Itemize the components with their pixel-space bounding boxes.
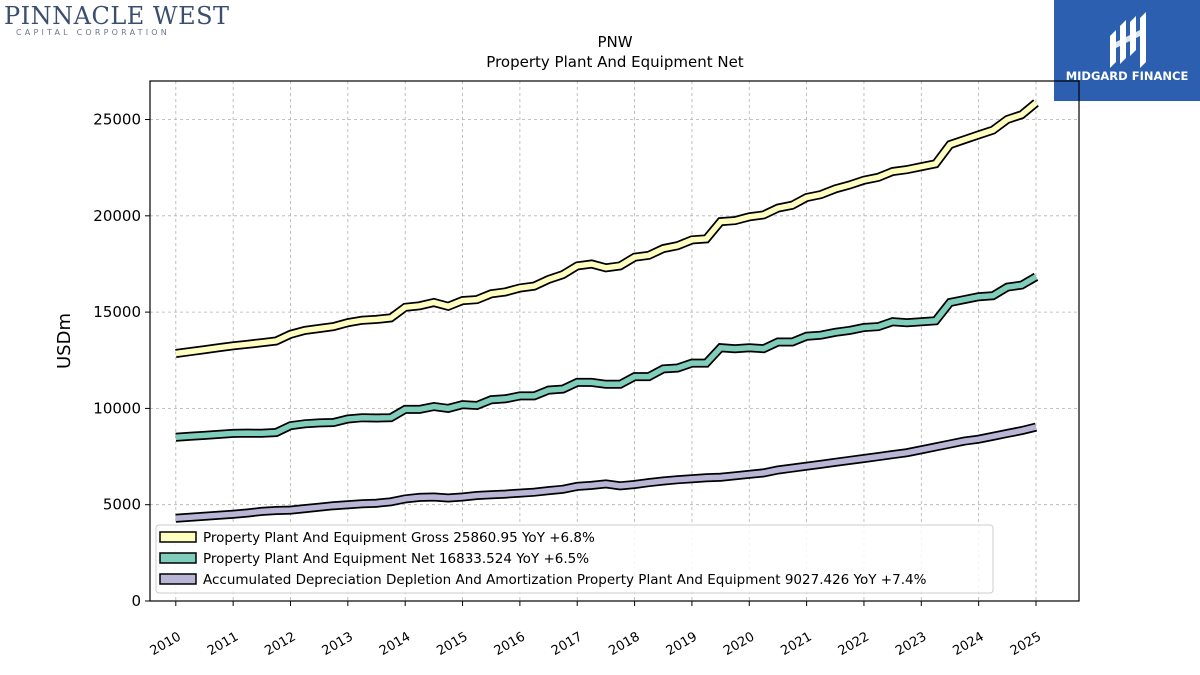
legend-swatch (159, 531, 197, 543)
series-fill (175, 100, 1038, 357)
y-tick-label: 10000 (93, 399, 141, 417)
legend: Property Plant And Equipment Gross 25860… (155, 524, 994, 594)
midgard-finance-logo: MIDGARD FINANCE (1054, 0, 1200, 101)
x-axis-ticks: 2010 2011 2012 2013 2014 2015 2016 2017 2018 2019… (148, 601, 1044, 659)
legend-swatch (159, 552, 197, 564)
plot-frame (149, 80, 1080, 602)
midgard-emblem-icon (1110, 12, 1146, 68)
x-tick-label: 2023 (893, 629, 929, 659)
y-axis-ticks: 0 5000 10000 15000 20000 25000 (93, 111, 150, 610)
x-tick-label: 2014 (377, 629, 413, 659)
y-tick-label: 25000 (93, 111, 141, 129)
legend-swatch (159, 573, 197, 585)
logo-company-name: PINNACLE WEST (4, 2, 230, 30)
y-axis-label: USDm (54, 313, 75, 369)
x-tick-label: 2022 (836, 629, 872, 659)
x-tick-label: 2021 (778, 629, 814, 659)
legend-label: Property Plant And Equipment Gross 25860… (203, 530, 595, 546)
x-tick-label: 2025 (1008, 629, 1044, 659)
series-1-line (175, 272, 1039, 442)
x-tick-label: 2012 (262, 629, 298, 659)
pinnacle-west-logo: PINNACLE WEST CAPITAL CORPORATION (4, 2, 230, 37)
x-tick-label: 2018 (606, 629, 642, 659)
logo-company-subtitle: CAPITAL CORPORATION (16, 28, 170, 37)
series-2-line (175, 422, 1038, 523)
x-tick-label: 2017 (549, 629, 585, 659)
series-fill (175, 274, 1038, 441)
x-tick-label: 2024 (950, 629, 986, 659)
x-tick-label: 2019 (664, 629, 700, 659)
midgard-brand-text: MIDGARD FINANCE (1065, 69, 1189, 83)
x-tick-label: 2020 (721, 629, 757, 659)
x-tick-label: 2011 (205, 629, 241, 659)
legend-label: Property Plant And Equipment Net 16833.5… (203, 551, 589, 567)
legend-label: Accumulated Depreciation Depletion And A… (203, 572, 927, 588)
x-tick-label: 2015 (434, 629, 470, 659)
series-outline (175, 272, 1039, 442)
series-outline (175, 99, 1039, 358)
chart-title: PNW (597, 33, 632, 51)
x-tick-label: 2016 (492, 629, 528, 659)
grid (150, 81, 1079, 602)
legend-box (155, 524, 994, 594)
y-tick-label: 5000 (103, 496, 141, 514)
chart-subtitle: Property Plant And Equipment Net (486, 53, 743, 71)
x-tick-label: 2013 (320, 629, 356, 659)
series-lines (175, 99, 1039, 523)
series-fill (175, 424, 1037, 521)
y-tick-label: 0 (131, 592, 141, 610)
x-tick-label: 2010 (148, 629, 184, 659)
series-0-line (175, 99, 1039, 358)
y-tick-label: 15000 (93, 303, 141, 321)
y-tick-label: 20000 (93, 207, 141, 225)
